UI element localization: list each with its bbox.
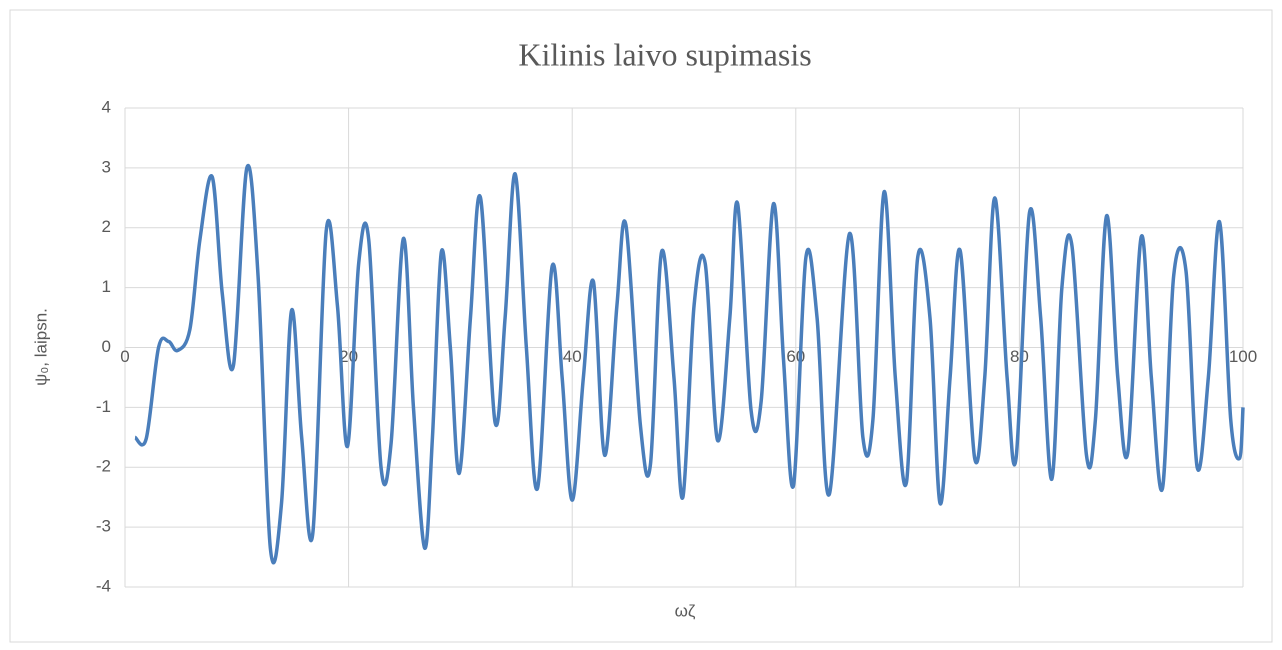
- y-tick-label: 3: [102, 157, 111, 176]
- y-axis-label: ψ₀, laipsn.: [31, 308, 50, 386]
- y-tick-label: -1: [96, 397, 111, 416]
- x-tick-label: 0: [120, 347, 129, 366]
- y-tick-label: -4: [96, 576, 111, 595]
- y-tick-label: -2: [96, 457, 111, 476]
- chart-title: Kilinis laivo supimasis: [518, 36, 811, 72]
- y-tick-label: 1: [102, 277, 111, 296]
- y-tick-label: 4: [102, 97, 111, 116]
- x-tick-label: 40: [563, 347, 582, 366]
- x-tick-label: 80: [1010, 347, 1029, 366]
- y-tick-label: -3: [96, 517, 111, 536]
- data-line: [133, 163, 1245, 565]
- chart-frame: [9, 9, 1273, 643]
- x-axis-label: ωζ: [675, 601, 696, 620]
- y-tick-label: 2: [102, 217, 111, 236]
- y-tick-label: 0: [102, 337, 111, 356]
- x-tick-label: 100: [1229, 347, 1257, 366]
